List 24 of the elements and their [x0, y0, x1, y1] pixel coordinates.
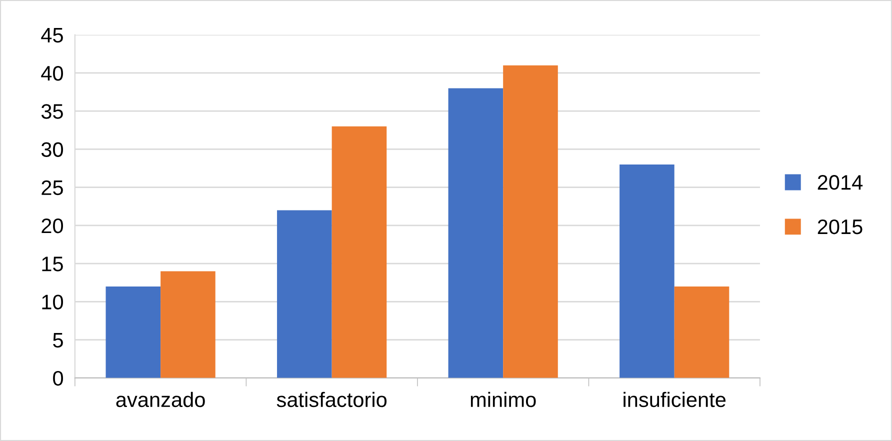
bar [106, 286, 161, 378]
y-tick-label: 30 [41, 142, 64, 157]
bar [503, 65, 558, 378]
x-tick-label: insuficiente [624, 392, 726, 408]
y-tick-label: 35 [41, 104, 63, 119]
y-tick-label: 25 [42, 180, 63, 196]
y-tick-label: 5 [53, 333, 63, 348]
x-tick-label: avanzado [116, 392, 205, 408]
y-tick-label: 20 [42, 218, 64, 234]
y-tick-label: 40 [41, 66, 64, 81]
y-tick-label: 10 [42, 294, 64, 310]
legend-label: 2015 [818, 219, 862, 234]
y-tick-label: 0 [53, 370, 64, 386]
x-tick-label: minimo [470, 392, 536, 408]
bar [160, 271, 216, 378]
bar [277, 210, 332, 378]
bar [674, 286, 730, 378]
legend-label: 2014 [818, 175, 863, 190]
bar [448, 88, 504, 378]
y-tick-label: 45 [41, 28, 63, 43]
bar [332, 126, 387, 378]
bar [620, 164, 674, 378]
x-tick-label: satisfactorio [276, 392, 387, 408]
y-tick-label: 15 [42, 256, 63, 272]
